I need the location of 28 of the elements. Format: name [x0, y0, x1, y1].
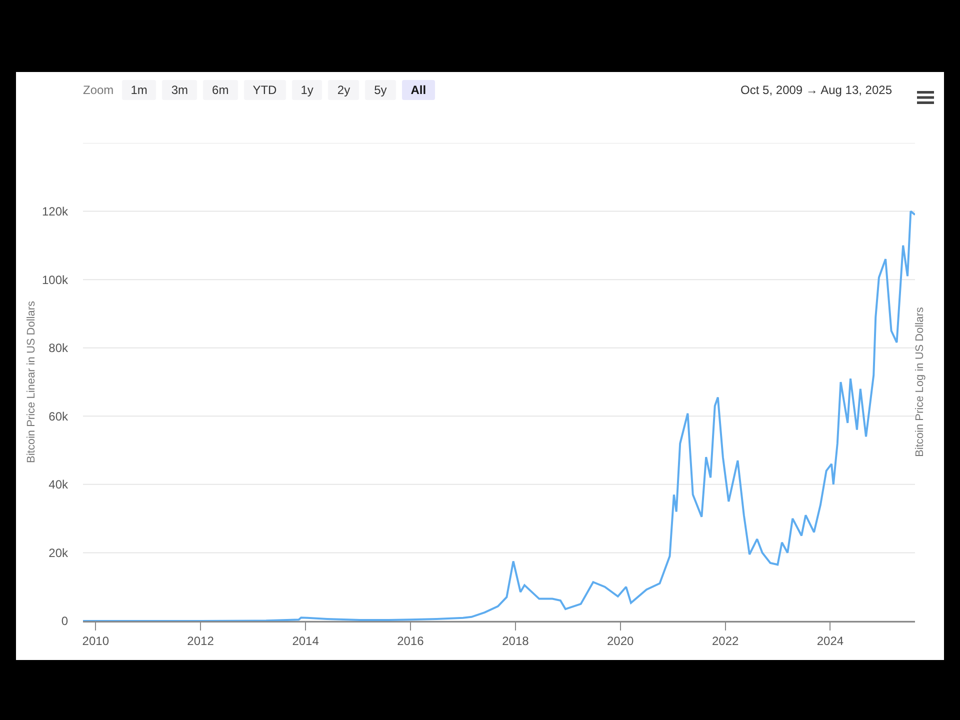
y-tick-label: 0: [61, 614, 68, 628]
y-tick-label: 40k: [48, 478, 69, 492]
y-tick-label: 20k: [48, 546, 69, 560]
text: 5y: [365, 80, 396, 100]
y-tick-label: 120k: [42, 204, 69, 218]
text: All: [402, 80, 436, 100]
x-tick-label: 2020: [606, 634, 634, 648]
text: 2y: [328, 80, 360, 100]
x-tick-label: 2018: [502, 634, 530, 648]
text: 3m: [162, 80, 198, 100]
text: YTD: [244, 80, 286, 100]
x-tick-label: 2016: [397, 634, 424, 648]
y-axis-title: Bitcoin Price Linear in US Dollars: [26, 300, 38, 464]
x-tick-label: 2024: [816, 634, 844, 648]
text: 1y: [292, 80, 322, 100]
text: Oct 5, 2009 → Aug 13, 2025: [740, 83, 892, 97]
x-tick-label: 2014: [292, 634, 320, 648]
x-tick-label: 2010: [82, 634, 110, 648]
x-tick-label: 2022: [712, 634, 740, 648]
y-tick-label: 100k: [42, 272, 69, 287]
y-tick-label: 60k: [48, 409, 69, 424]
line-series: [83, 210, 915, 621]
y-tick-label: 80k: [48, 341, 69, 356]
text: 1m: [122, 80, 156, 100]
x-tick-label: 2012: [187, 634, 214, 648]
y2-axis-title: Bitcoin Price Log in US Dollars: [914, 306, 926, 457]
text: Zoom: [83, 83, 114, 97]
text: 6m: [203, 80, 238, 100]
